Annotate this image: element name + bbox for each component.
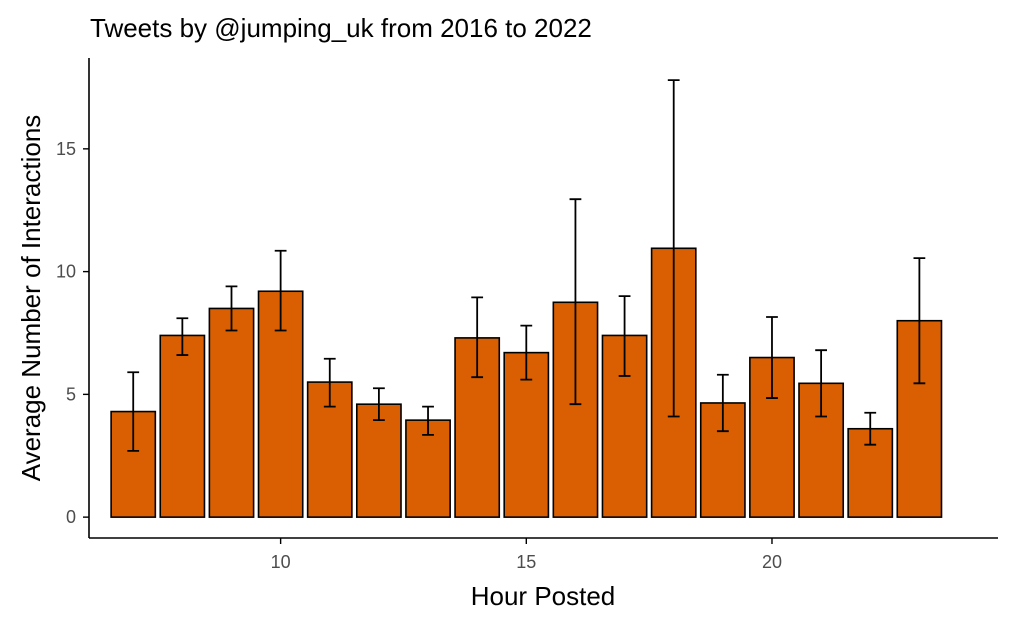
bar-hour-14 (454, 337, 501, 518)
y-tick-label: 0 (66, 507, 76, 527)
bar-hour-9 (208, 307, 255, 518)
error-bar-hour-8 (176, 317, 189, 356)
error-bar-hour-23 (913, 257, 926, 385)
error-bar-hour-15 (520, 324, 533, 381)
y-tick-label: 5 (66, 384, 76, 404)
error-bar-hour-13 (422, 405, 434, 436)
bars-group (110, 247, 943, 518)
error-bar-hour-19 (716, 373, 729, 433)
bar-hour-8 (159, 334, 206, 518)
x-tick-label: 20 (762, 552, 782, 572)
error-bar-hour-11 (323, 357, 336, 408)
error-bar-hour-14 (471, 296, 484, 379)
bar-hour-22 (847, 427, 894, 518)
error-bar-hour-16 (569, 198, 582, 406)
error-bar-hour-9 (225, 285, 238, 332)
y-axis-title: Average Number of Interactions (16, 115, 46, 482)
error-bars-group (127, 79, 926, 452)
error-bar-hour-20 (766, 316, 778, 399)
error-bar-hour-18 (667, 79, 680, 418)
error-bar-hour-21 (815, 349, 828, 418)
error-bar-hour-17 (618, 295, 631, 377)
chart-title: Tweets by @jumping_uk from 2016 to 2022 (90, 13, 592, 43)
y-ticks-group: 0 5 10 15 (56, 139, 89, 527)
bar-hour-12 (355, 403, 402, 518)
error-bar-hour-10 (274, 249, 287, 332)
y-tick-label: 15 (56, 139, 76, 159)
x-ticks-group: 10 15 20 (271, 538, 782, 572)
error-bar-hour-22 (864, 411, 877, 446)
error-bar-hour-12 (373, 387, 385, 422)
x-axis-title: Hour Posted (471, 581, 616, 611)
x-tick-label: 15 (516, 552, 536, 572)
bar-hour-13 (405, 419, 451, 518)
y-tick-label: 10 (56, 262, 76, 282)
x-tick-label: 10 (271, 552, 291, 572)
error-bar-hour-7 (127, 371, 140, 452)
